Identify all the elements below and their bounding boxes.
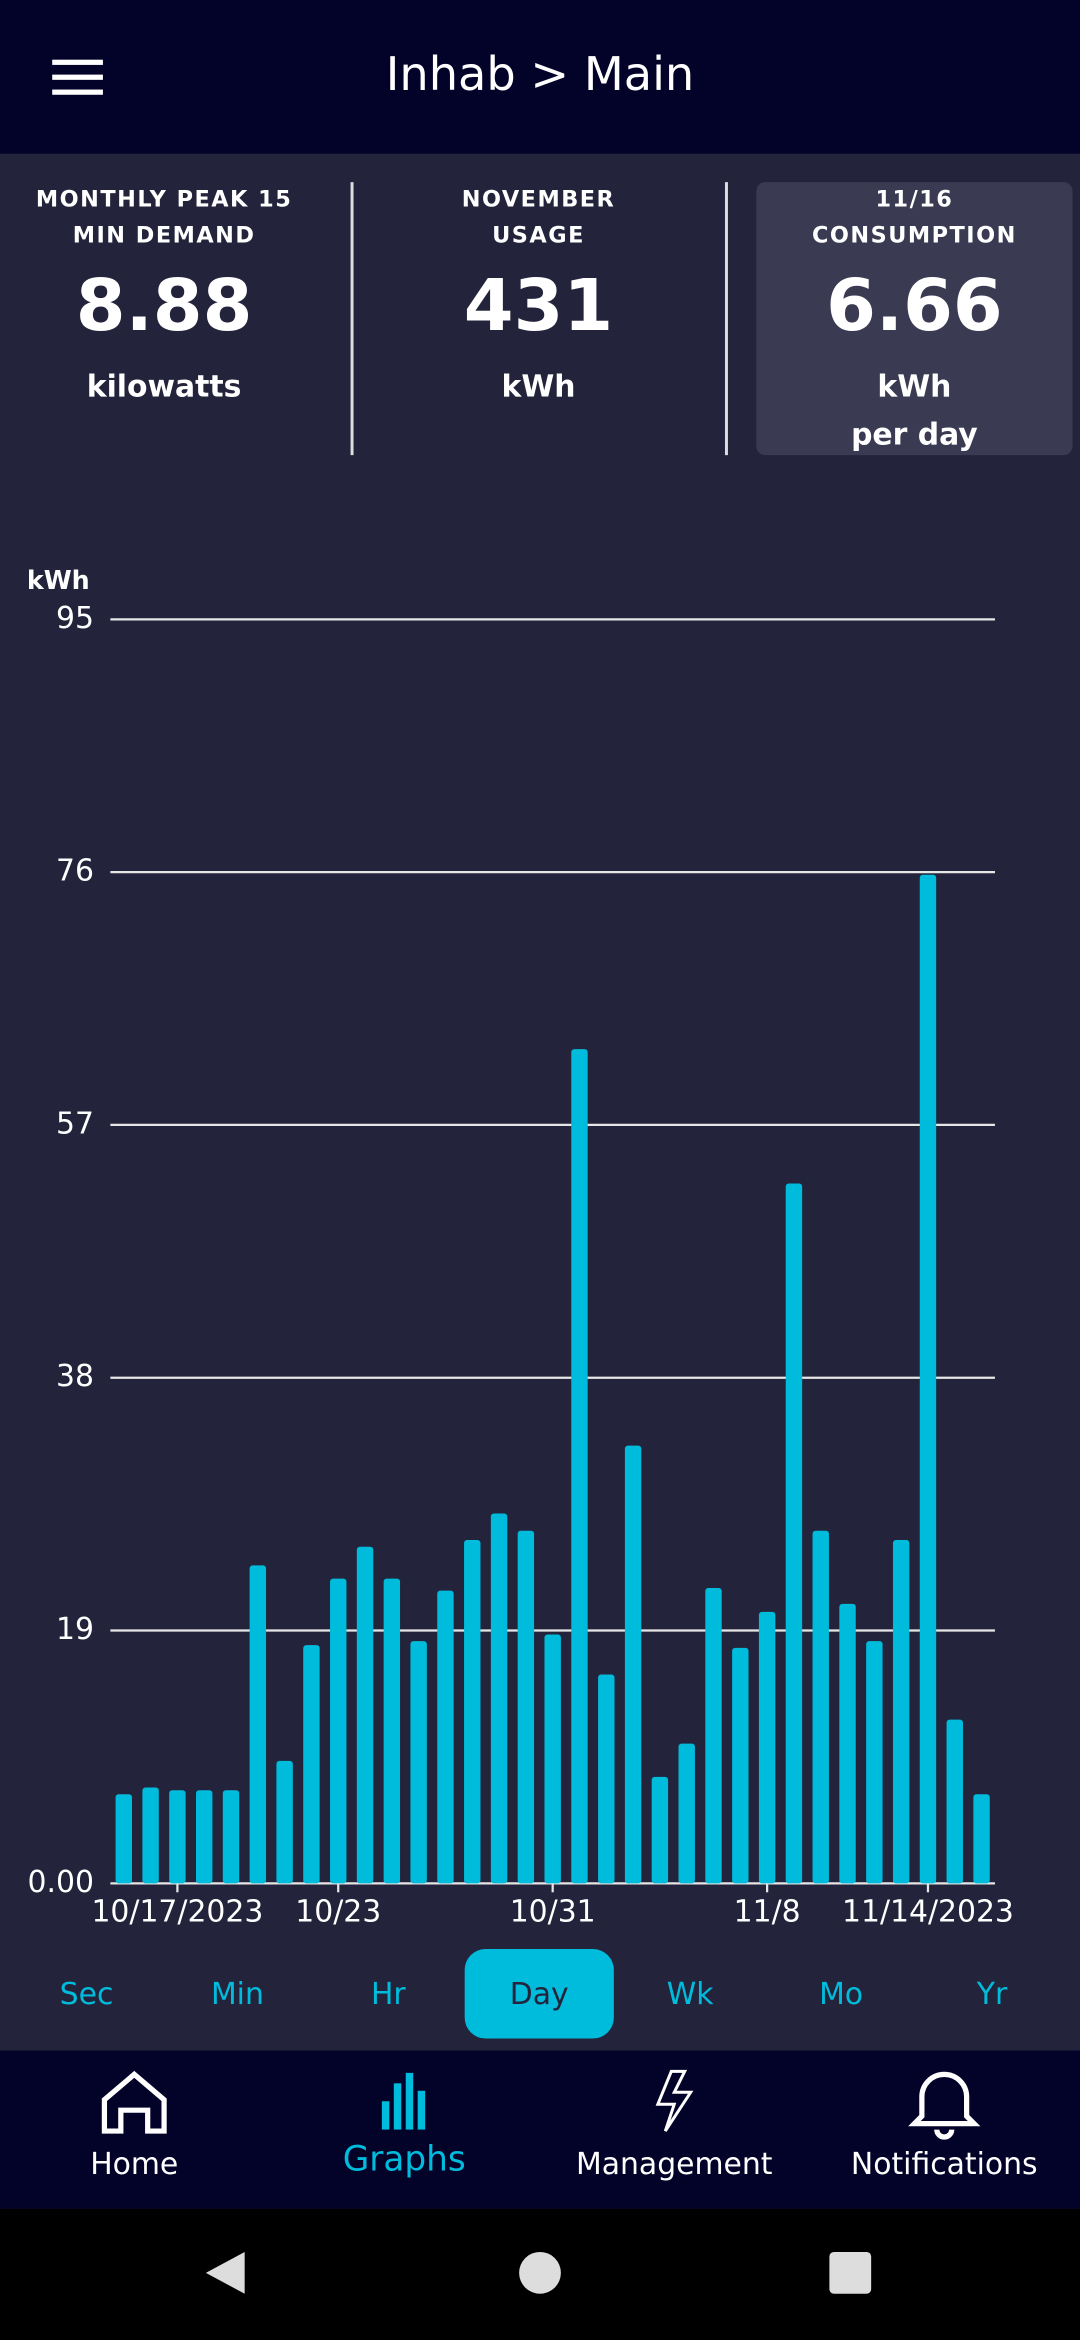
x-tick-label: 11/14/2023 [842, 1895, 1014, 1930]
menu-line [52, 89, 103, 95]
card-value: 8.88 [76, 264, 253, 347]
bar [142, 1787, 159, 1884]
tab-label: Mo [819, 1977, 863, 2012]
home-button[interactable] [519, 2251, 561, 2294]
time-tab[interactable]: Wk [667, 1977, 714, 2012]
time-tab[interactable]: Hr [371, 1977, 406, 2012]
nav-label[interactable]: Notifications [851, 2147, 1038, 2182]
tab-label: Day [510, 1977, 569, 2012]
card-label: MIN DEMAND [73, 222, 256, 248]
graphs-icon [381, 2072, 426, 2130]
y-axis-label: kWh [27, 565, 90, 595]
card-highlight [756, 182, 1073, 456]
card-label: MONTHLY PEAK 15 [36, 186, 292, 212]
bar [356, 1546, 374, 1884]
top-bar [0, 0, 1080, 154]
bottom-nav [0, 2050, 1080, 2209]
card-unit: kilowatts [87, 370, 242, 405]
time-tab[interactable]: Yr [976, 1977, 1008, 2012]
y-tick-label: 38 [56, 1359, 94, 1394]
tab-highlight [464, 1949, 614, 2039]
bar [678, 1743, 695, 1884]
bar [946, 1719, 963, 1884]
tab-label: Hr [371, 1977, 406, 2012]
bar [544, 1634, 561, 1884]
tab-label: Min [211, 1977, 264, 2012]
bar [571, 1049, 588, 1884]
nav-label[interactable]: Management [576, 2147, 772, 2182]
bar [624, 1445, 642, 1884]
y-tick-label: 0.00 [28, 1865, 94, 1900]
bar [892, 1540, 910, 1884]
time-tab[interactable]: Sec [60, 1977, 114, 2012]
bar [169, 1790, 186, 1884]
y-tick-label: 95 [56, 601, 94, 636]
home-icon [101, 2070, 167, 2134]
bar [517, 1530, 535, 1884]
x-tick-label: 11/8 [734, 1895, 801, 1930]
bar [437, 1590, 454, 1884]
bar [839, 1603, 856, 1884]
menu-button[interactable] [52, 59, 103, 95]
nav-label[interactable]: Graphs [343, 2139, 466, 2179]
y-tick-label: 57 [56, 1106, 94, 1141]
card-value: 431 [464, 264, 613, 347]
bar [705, 1587, 722, 1884]
page-title: Inhab > Main [386, 47, 694, 101]
bar [866, 1641, 883, 1884]
x-tick-label: 10/31 [510, 1895, 596, 1930]
card-unit: kWh [877, 370, 951, 405]
bar [598, 1674, 615, 1884]
tab-label: Yr [976, 1977, 1008, 2012]
card-label: USAGE [492, 222, 585, 248]
time-tab[interactable]: Day [464, 1949, 614, 2039]
time-tab[interactable]: Mo [819, 1977, 863, 2012]
nav-label[interactable]: Home [90, 2147, 178, 2182]
y-tick-label: 19 [56, 1612, 94, 1647]
bar [785, 1183, 803, 1884]
management-icon [655, 2069, 694, 2132]
bar [651, 1776, 669, 1884]
bar [222, 1790, 240, 1884]
bar [812, 1530, 829, 1884]
menu-line [52, 59, 103, 65]
bar [758, 1611, 776, 1884]
card-label: 11/16 [875, 186, 953, 212]
notifications-icon [908, 2071, 981, 2140]
card-label: CONSUMPTION [812, 222, 1017, 248]
bar [410, 1641, 427, 1884]
recents-button[interactable] [829, 2251, 872, 2294]
bar [249, 1565, 267, 1884]
bar [115, 1794, 132, 1884]
x-tick-label: 10/23 [295, 1895, 381, 1930]
bar [196, 1790, 213, 1884]
bar [330, 1578, 347, 1884]
bar [732, 1647, 749, 1884]
card-unit: per day [851, 417, 978, 452]
back-button[interactable] [205, 2251, 245, 2294]
tab-label: Sec [60, 1977, 114, 2012]
y-tick-label: 76 [56, 854, 94, 889]
bar [919, 874, 937, 1884]
card-label: NOVEMBER [462, 186, 615, 212]
card-unit: kWh [502, 370, 576, 405]
bar [276, 1760, 293, 1884]
x-tick-label: 10/17/2023 [91, 1895, 263, 1930]
menu-line [52, 74, 103, 80]
time-tab[interactable]: Min [211, 1977, 264, 2012]
bar [973, 1794, 990, 1884]
tab-label: Wk [667, 1977, 714, 2012]
bar [464, 1540, 481, 1884]
bar [490, 1513, 508, 1884]
bar [303, 1645, 320, 1884]
bar [383, 1578, 401, 1884]
card-value: 6.66 [826, 264, 1003, 347]
